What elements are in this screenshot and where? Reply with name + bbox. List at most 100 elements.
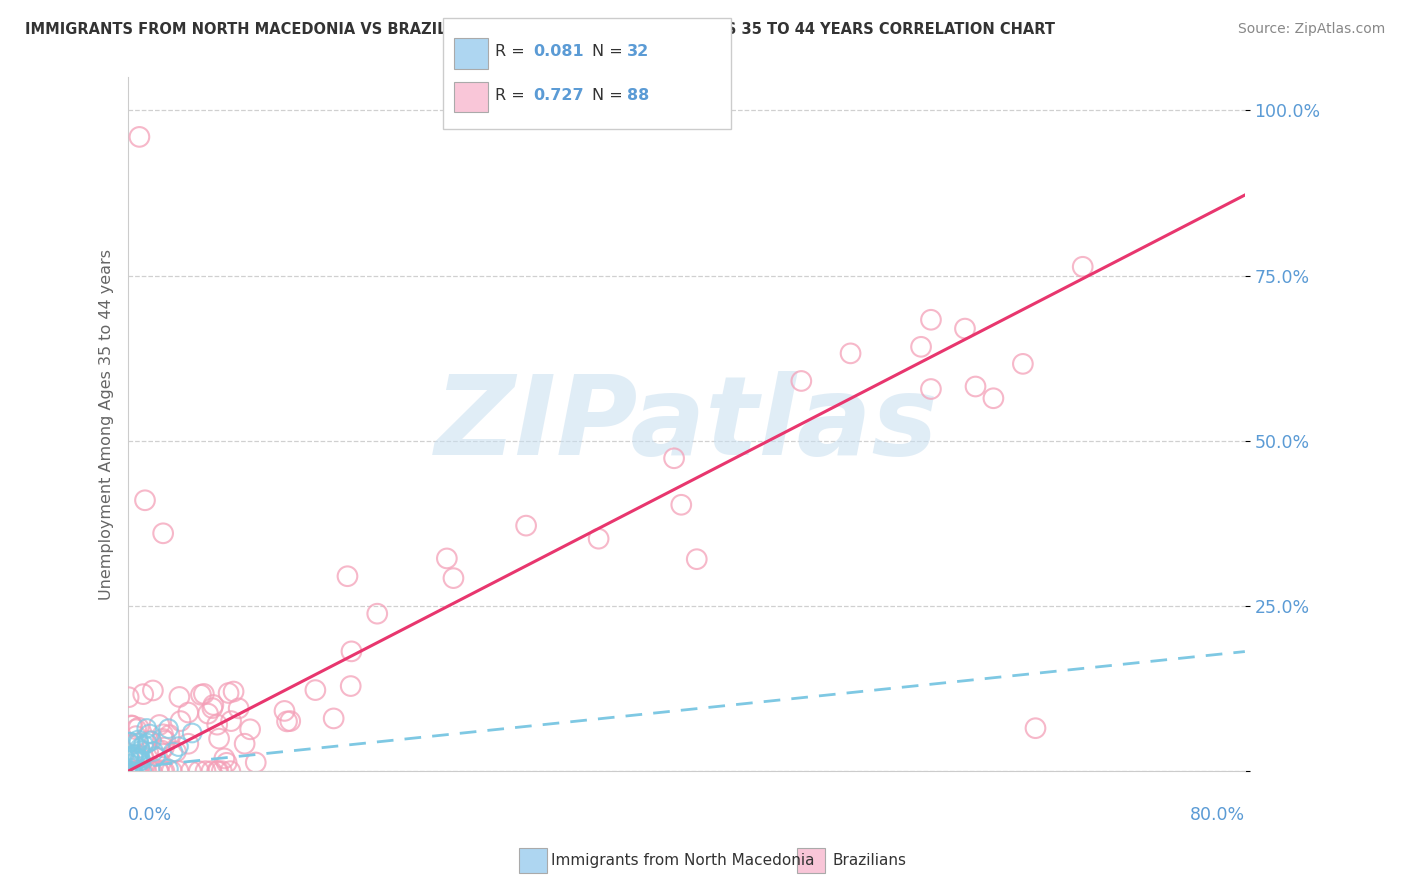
Point <box>953 321 976 335</box>
Point <box>169 714 191 728</box>
Text: IMMIGRANTS FROM NORTH MACEDONIA VS BRAZILIAN UNEMPLOYMENT AMONG AGES 35 TO 44 YE: IMMIGRANTS FROM NORTH MACEDONIA VS BRAZI… <box>25 22 1056 37</box>
Point <box>245 756 267 770</box>
Point <box>215 756 238 770</box>
Point <box>136 736 159 750</box>
Text: 88: 88 <box>627 88 650 103</box>
Point <box>128 752 150 766</box>
Point <box>118 756 141 771</box>
Point <box>127 751 149 765</box>
Point <box>162 745 184 759</box>
Point <box>129 743 152 757</box>
Point <box>180 764 202 779</box>
Point <box>686 552 709 566</box>
Point <box>202 698 225 712</box>
Point <box>125 723 148 737</box>
Point <box>239 723 262 737</box>
Point <box>165 745 187 759</box>
Point <box>128 129 150 144</box>
Point <box>155 733 177 747</box>
Point <box>200 764 222 779</box>
Point <box>125 729 148 743</box>
Point <box>278 714 301 728</box>
Text: N =: N = <box>592 88 628 103</box>
Point <box>790 374 813 388</box>
Point <box>128 741 150 756</box>
Point <box>218 686 240 700</box>
Point <box>131 764 153 779</box>
Point <box>132 687 155 701</box>
Point <box>141 734 163 748</box>
Point <box>910 340 932 354</box>
Point <box>920 312 942 326</box>
Point <box>121 719 143 733</box>
Text: R =: R = <box>495 88 530 103</box>
Point <box>127 764 149 779</box>
Point <box>139 727 162 741</box>
Text: 32: 32 <box>627 45 650 59</box>
Point <box>118 752 141 766</box>
Point <box>1071 260 1094 274</box>
Point <box>121 749 143 764</box>
Text: Source: ZipAtlas.com: Source: ZipAtlas.com <box>1237 22 1385 37</box>
Point <box>366 607 388 621</box>
Point <box>187 764 209 779</box>
Point <box>131 764 153 779</box>
Point <box>120 735 142 749</box>
Point <box>129 754 152 768</box>
Point <box>135 722 157 736</box>
Point <box>132 749 155 764</box>
Point <box>201 701 224 715</box>
Point <box>121 764 143 779</box>
Point <box>157 762 180 776</box>
Point <box>152 526 174 541</box>
Point <box>121 761 143 775</box>
Point <box>139 764 162 779</box>
Point <box>336 569 359 583</box>
Point <box>132 738 155 752</box>
Point <box>211 764 233 779</box>
Point <box>662 451 685 466</box>
Point <box>127 733 149 747</box>
Point <box>148 718 170 732</box>
Point <box>159 728 181 742</box>
Point <box>340 644 363 658</box>
Point <box>127 764 149 779</box>
Text: 0.0%: 0.0% <box>128 805 173 824</box>
Point <box>207 764 229 779</box>
Point <box>219 764 242 779</box>
Point <box>222 684 245 698</box>
Point <box>145 749 167 764</box>
Point <box>228 701 250 715</box>
Point <box>118 749 141 764</box>
Point <box>157 722 180 736</box>
Text: ZIPatlas: ZIPatlas <box>434 371 938 478</box>
Point <box>169 690 191 704</box>
Point <box>167 764 190 778</box>
Point <box>128 721 150 735</box>
Point <box>304 683 326 698</box>
Point <box>128 754 150 768</box>
Point <box>983 391 1005 405</box>
Text: Immigrants from North Macedonia: Immigrants from North Macedonia <box>551 854 814 868</box>
Point <box>190 688 212 702</box>
Point <box>128 736 150 750</box>
Point <box>1024 721 1046 735</box>
Point <box>120 764 142 779</box>
Point <box>135 764 157 779</box>
Text: Brazilians: Brazilians <box>832 854 907 868</box>
Text: 0.081: 0.081 <box>533 45 583 59</box>
Point <box>152 764 174 779</box>
Point <box>205 764 228 779</box>
Point <box>125 764 148 779</box>
Point <box>588 532 610 546</box>
Point <box>142 683 165 698</box>
Point <box>167 739 190 754</box>
Point <box>965 379 987 393</box>
Point <box>160 764 183 779</box>
Text: 0.727: 0.727 <box>533 88 583 103</box>
Point <box>138 734 160 748</box>
Point <box>153 764 176 779</box>
Point <box>339 679 361 693</box>
Point <box>148 764 170 779</box>
Point <box>193 687 215 701</box>
